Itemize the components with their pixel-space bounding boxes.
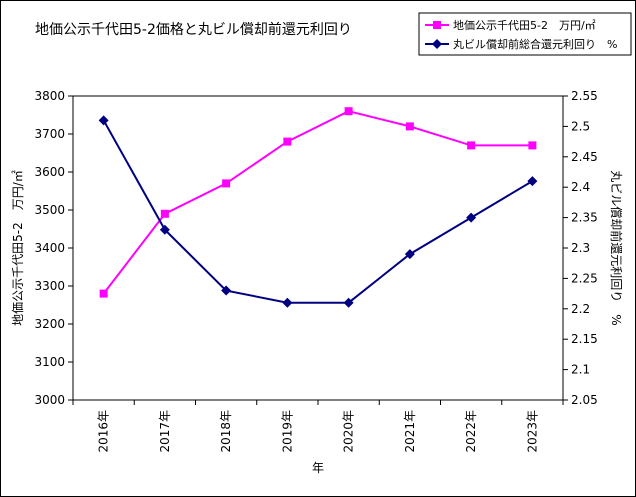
right-tick-label: 2.3: [571, 241, 590, 255]
right-tick-label: 2.45: [571, 150, 598, 164]
data-point: [159, 224, 170, 235]
right-tick-label: 2.4: [571, 180, 590, 194]
data-point: [282, 297, 293, 308]
left-tick-label: 3500: [34, 203, 65, 217]
left-tick-label: 3800: [34, 89, 65, 103]
series-line-1: [102, 119, 533, 304]
x-tick-label: 2020年: [342, 410, 356, 453]
legend-swatch-marker: [433, 21, 441, 29]
data-point: [404, 249, 415, 260]
legend-label: 地価公示千代田5-2 万円/㎡: [453, 19, 596, 32]
x-tick-label: 2021年: [403, 410, 417, 453]
data-point: [283, 137, 292, 146]
data-point: [98, 115, 109, 126]
x-tick-label: 2018年: [219, 410, 233, 453]
right-tick-label: 2.2: [571, 302, 590, 316]
data-point: [405, 122, 414, 131]
right-tick-label: 2.05: [571, 393, 598, 407]
right-tick-label: 2.35: [571, 211, 598, 225]
right-tick-label: 2.25: [571, 271, 598, 285]
legend-box: [418, 12, 632, 56]
y-axis-left-label: 地価公示千代田5-2 万円/㎡: [11, 170, 25, 326]
x-tick-label: 2016年: [97, 410, 111, 453]
left-tick-label: 3000: [34, 393, 65, 407]
x-axis: 2016年 2017年 2018年 2019年 2020年 2021年 2022年 2023年: [72, 400, 564, 453]
x-axis-label: 年: [312, 461, 324, 475]
data-point: [99, 289, 108, 298]
left-tick-label: 3100: [34, 355, 65, 369]
series-layer: [98, 107, 538, 308]
left-tick-label: 3600: [34, 165, 65, 179]
left-tick-label: 3700: [34, 127, 65, 141]
data-point: [528, 141, 537, 150]
plot-area: [72, 95, 564, 401]
data-point: [222, 179, 231, 188]
x-tick-label: 2023年: [525, 410, 539, 453]
data-point: [527, 176, 538, 187]
right-tick-label: 2.1: [571, 363, 590, 377]
chart-title: 地価公示千代田5-2価格と丸ビル償却前還元利回り: [35, 21, 352, 38]
data-point: [221, 285, 232, 296]
data-point: [160, 209, 169, 218]
x-tick-label: 2017年: [158, 410, 172, 453]
left-tick-label: 3400: [34, 241, 65, 255]
x-tick-label: 2019年: [280, 410, 294, 453]
left-tick-label: 3300: [34, 279, 65, 293]
data-point: [343, 297, 354, 308]
data-point: [466, 212, 477, 223]
legend-swatch-marker: [432, 39, 442, 49]
legend-label: 丸ビル償却前総合還元利回り %: [453, 37, 617, 51]
data-point: [344, 107, 353, 116]
left-tick-label: 3200: [34, 317, 65, 331]
y-axis-right-label: 丸ビル償却前還元利回り %: [609, 170, 624, 325]
right-tick-label: 2.15: [571, 332, 598, 346]
data-point: [467, 141, 476, 150]
right-tick-label: 2.5: [571, 119, 590, 133]
left-axis: 3000 3100 3200 3300 3400 3500 3600 3700 3800: [34, 89, 73, 407]
right-tick-label: 2.55: [571, 89, 598, 103]
series-line-0: [102, 110, 533, 295]
right-axis: 2.05 2.1 2.15 2.2 2.25 2.3 2.35 2.4 2.45 2.5 2.55: [563, 89, 598, 407]
x-tick-label: 2022年: [464, 410, 478, 453]
